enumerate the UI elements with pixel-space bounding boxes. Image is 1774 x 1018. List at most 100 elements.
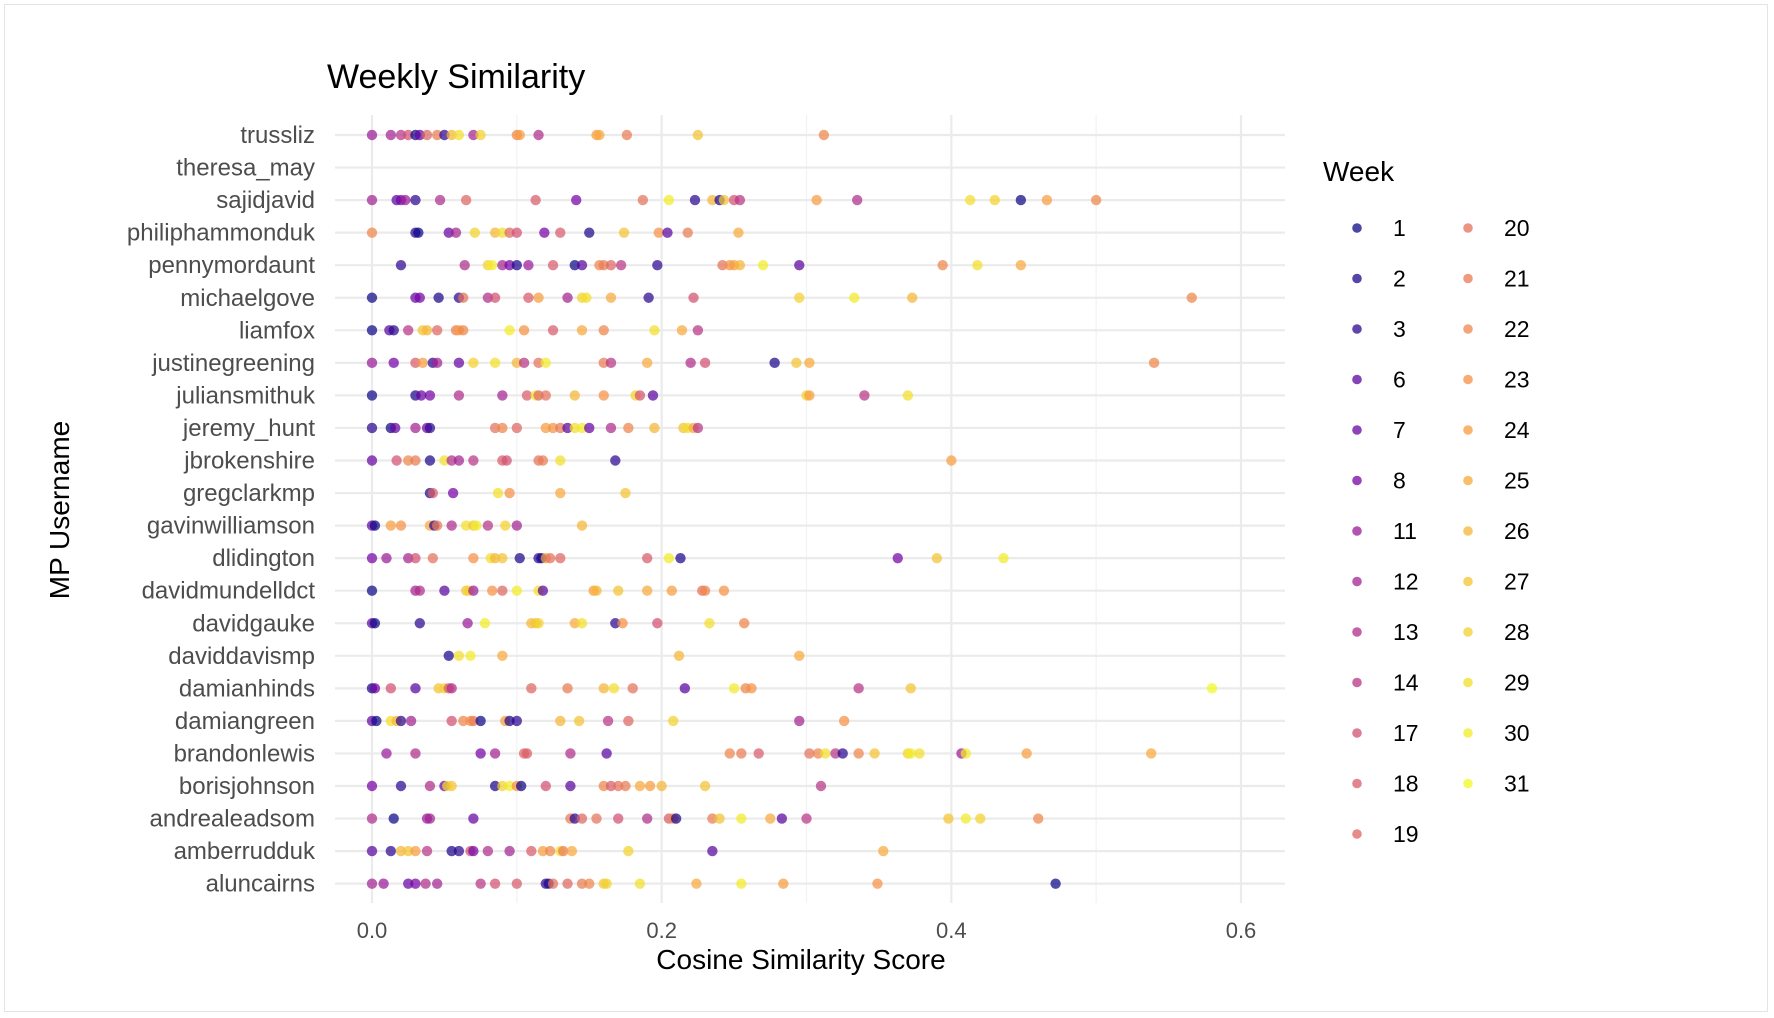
data-point (514, 552, 525, 564)
data-point (533, 292, 544, 303)
data-point (468, 585, 479, 596)
data-point (487, 585, 498, 596)
data-point (613, 780, 624, 792)
data-point (366, 194, 378, 206)
data-point (482, 520, 494, 531)
data-point (395, 845, 407, 857)
data-point (736, 878, 747, 889)
data-point (637, 194, 649, 206)
data-point (692, 129, 704, 141)
data-point (385, 683, 397, 694)
data-point (497, 260, 508, 271)
legend-label: 8 (1393, 468, 1406, 494)
legend-label: 27 (1504, 569, 1530, 595)
data-point (446, 683, 457, 694)
data-point (765, 813, 776, 824)
data-point (395, 129, 407, 141)
x-tick-label: 0.2 (646, 918, 677, 943)
data-point (537, 845, 549, 857)
data-point (676, 325, 688, 336)
legend-key (1352, 576, 1362, 587)
y-tick-label-pennymordaunt: pennymordaunt (148, 252, 315, 279)
data-point (569, 260, 580, 271)
legend-key (1352, 425, 1362, 435)
data-point (475, 878, 486, 889)
data-point (679, 683, 691, 694)
legend-key (1352, 223, 1362, 233)
data-point (533, 390, 544, 401)
data-point (602, 715, 614, 727)
data-point (421, 845, 433, 857)
legend-label: 30 (1504, 720, 1530, 746)
data-point (395, 715, 407, 727)
y-tick-label-damiangreen: damiangreen (175, 708, 315, 735)
y-tick-label-michaelgove: michaelgove (180, 285, 315, 312)
data-point (704, 618, 715, 629)
data-point (652, 618, 663, 629)
data-point (482, 845, 494, 857)
data-point (653, 227, 664, 238)
data-point (598, 260, 609, 271)
data-point (468, 845, 479, 857)
data-point (468, 715, 479, 727)
data-point (446, 520, 457, 531)
legend-key (1463, 425, 1473, 435)
data-point (369, 683, 381, 694)
legend-label: 7 (1393, 417, 1406, 443)
data-point (504, 715, 515, 727)
data-point (453, 390, 465, 401)
data-point (662, 227, 673, 238)
data-point (475, 129, 486, 141)
data-point (388, 325, 399, 336)
data-point (794, 650, 805, 661)
data-point (427, 552, 439, 564)
data-point (859, 390, 870, 401)
data-point (663, 194, 675, 206)
data-point (395, 780, 407, 792)
data-point (514, 129, 525, 141)
data-point (699, 585, 711, 596)
data-point (459, 260, 470, 271)
data-point (623, 845, 634, 857)
data-point (649, 422, 660, 434)
legend-item: 1 (1352, 215, 1406, 241)
data-point (641, 357, 653, 369)
legend-label: 14 (1393, 670, 1419, 696)
data-point (465, 650, 476, 661)
data-point (431, 520, 443, 531)
data-point (446, 129, 457, 141)
data-point (728, 683, 740, 694)
data-point (523, 292, 534, 303)
data-point (1050, 878, 1061, 889)
y-axis-title: MP Username (44, 421, 75, 599)
data-point (450, 227, 462, 238)
data-point (853, 683, 864, 694)
data-point (458, 325, 469, 336)
data-point (937, 260, 948, 271)
data-point (521, 390, 533, 401)
data-point (511, 878, 523, 889)
data-point (591, 585, 602, 596)
y-tick-label-gavinwilliamson: gavinwilliamson (147, 513, 315, 540)
data-point (439, 585, 450, 596)
legend-item: 24 (1463, 417, 1530, 443)
data-point (682, 227, 693, 238)
data-point (692, 422, 704, 434)
data-point (366, 845, 378, 857)
data-point (584, 422, 595, 434)
data-point (878, 845, 889, 857)
data-point (998, 552, 1009, 564)
data-point (562, 878, 573, 889)
data-point (497, 390, 508, 401)
legend-label: 6 (1393, 367, 1406, 393)
y-tick-label-juliansmithuk: juliansmithuk (175, 382, 316, 409)
data-point (489, 748, 501, 759)
data-point (458, 715, 469, 727)
legend-key (1463, 627, 1473, 637)
data-point (555, 422, 566, 434)
data-point (584, 227, 595, 238)
legend-item: 23 (1463, 367, 1530, 393)
y-tick-label-gregclarkmp: gregclarkmp (183, 480, 315, 507)
data-point (734, 260, 746, 271)
data-point (526, 845, 537, 857)
